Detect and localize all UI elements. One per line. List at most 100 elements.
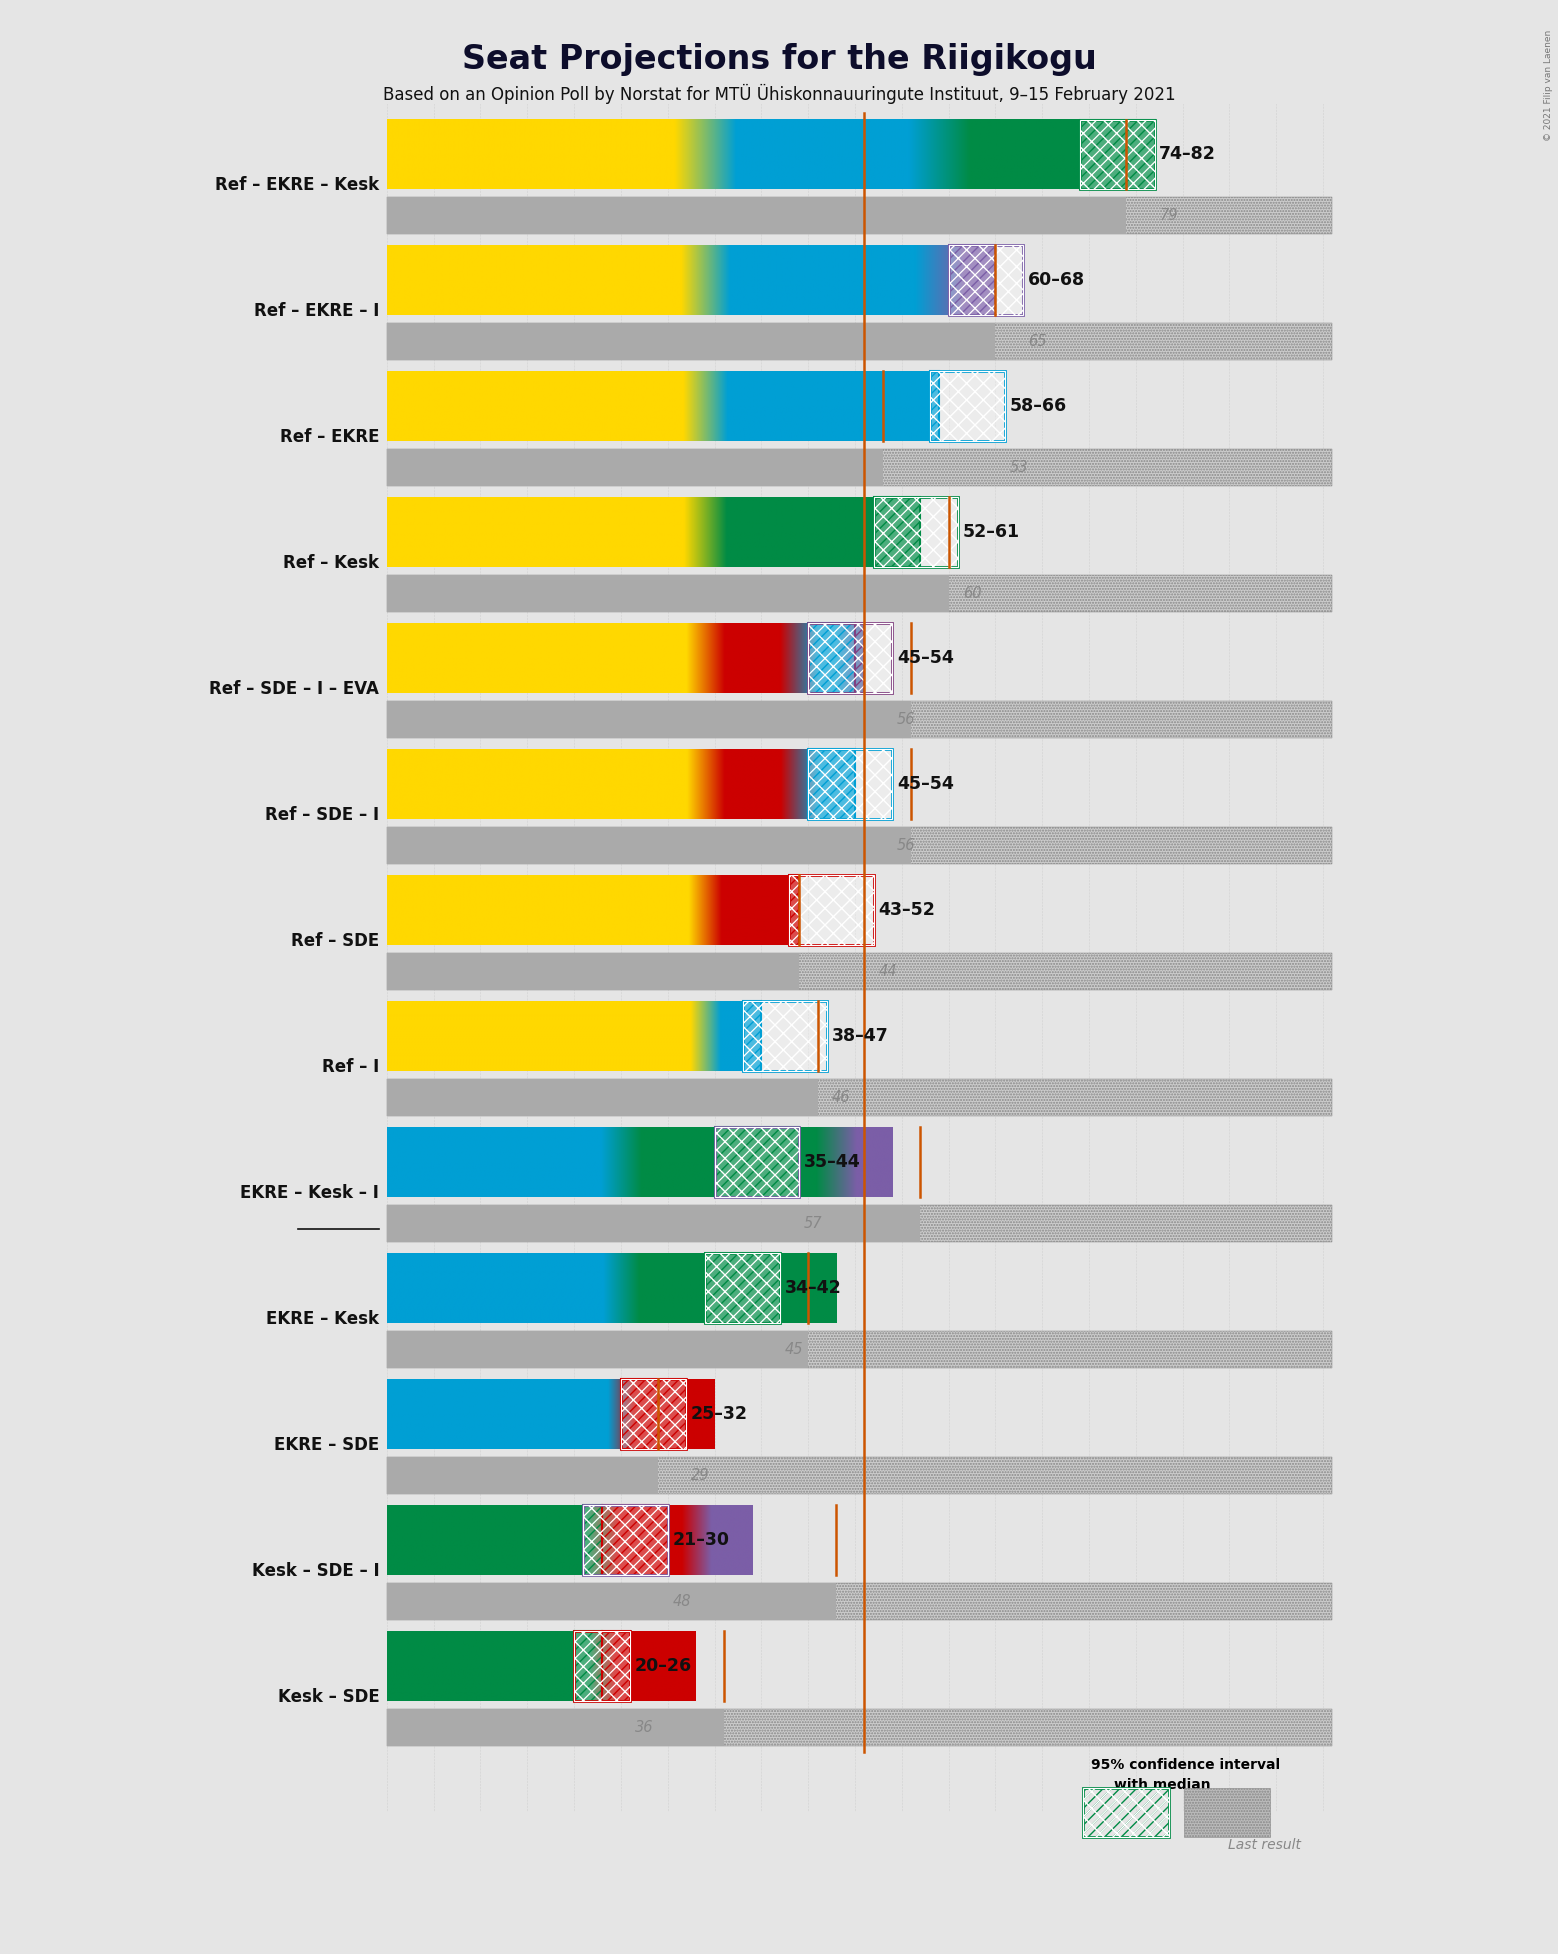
Bar <box>386 324 996 360</box>
Bar <box>809 750 893 819</box>
Bar <box>706 1253 781 1323</box>
Bar <box>603 1505 668 1575</box>
Bar <box>1080 119 1154 190</box>
Bar <box>386 701 1332 739</box>
Bar <box>386 1206 1332 1241</box>
Text: 53: 53 <box>1010 459 1028 475</box>
Bar <box>809 623 893 694</box>
Bar <box>386 1079 818 1116</box>
Bar <box>386 1331 809 1368</box>
Bar <box>386 827 911 864</box>
Bar <box>386 1458 1332 1493</box>
Text: 45–54: 45–54 <box>897 776 953 793</box>
Text: 52–61: 52–61 <box>963 524 1020 541</box>
Bar <box>790 875 874 946</box>
Text: 65: 65 <box>1028 334 1047 350</box>
Text: 48: 48 <box>673 1594 690 1608</box>
Bar <box>1080 119 1154 190</box>
Bar <box>809 750 893 819</box>
Text: Seat Projections for the Riigikogu: Seat Projections for the Riigikogu <box>461 43 1097 76</box>
Text: 43–52: 43–52 <box>879 901 935 918</box>
Bar <box>386 449 1332 487</box>
Text: Ref – SDE – I: Ref – SDE – I <box>265 805 379 825</box>
Text: 35–44: 35–44 <box>804 1153 860 1170</box>
Bar <box>386 1583 1332 1620</box>
Bar <box>583 1505 603 1575</box>
Bar <box>386 324 1332 360</box>
Bar <box>949 246 996 315</box>
Bar <box>743 1000 827 1071</box>
Bar <box>386 701 1332 739</box>
Bar <box>743 1000 762 1071</box>
Bar <box>790 875 874 946</box>
Text: 56: 56 <box>897 838 916 854</box>
Bar <box>874 498 958 567</box>
Bar <box>715 1127 799 1198</box>
Bar <box>386 1331 1332 1368</box>
Bar <box>622 1380 687 1450</box>
Bar <box>874 498 958 567</box>
Text: 95% confidence interval: 95% confidence interval <box>1091 1759 1279 1772</box>
Text: EKRE – Kesk: EKRE – Kesk <box>266 1309 379 1329</box>
Text: 20–26: 20–26 <box>636 1657 692 1675</box>
Bar <box>706 1253 781 1323</box>
Text: with median: with median <box>1114 1778 1211 1792</box>
Bar <box>622 1380 687 1450</box>
Bar <box>809 623 855 694</box>
Bar <box>386 1458 659 1493</box>
Text: 60–68: 60–68 <box>1028 272 1086 289</box>
Text: 58–66: 58–66 <box>1010 397 1067 416</box>
Text: Last result: Last result <box>1228 1839 1301 1852</box>
Bar <box>386 1331 1332 1368</box>
Bar <box>743 1000 827 1071</box>
Text: Ref – EKRE – I: Ref – EKRE – I <box>254 303 379 320</box>
Text: 44: 44 <box>879 963 897 979</box>
Text: Kesk – SDE: Kesk – SDE <box>277 1688 379 1706</box>
Bar <box>583 1505 668 1575</box>
Bar <box>809 750 855 819</box>
Bar <box>386 827 1332 864</box>
Bar <box>874 498 958 567</box>
Text: Ref – SDE – I – EVA: Ref – SDE – I – EVA <box>209 680 379 698</box>
Bar <box>386 449 1332 487</box>
Bar <box>930 371 1005 442</box>
Text: 34–42: 34–42 <box>785 1280 841 1297</box>
Bar <box>386 197 1126 234</box>
Text: EKRE – Kesk – I: EKRE – Kesk – I <box>240 1184 379 1202</box>
Bar <box>386 449 883 487</box>
Text: Ref – Kesk: Ref – Kesk <box>284 553 379 573</box>
Bar <box>874 498 921 567</box>
Bar <box>790 875 874 946</box>
Bar <box>622 1380 687 1450</box>
Text: 45–54: 45–54 <box>897 649 953 666</box>
Bar <box>949 246 1024 315</box>
Bar <box>1080 119 1154 190</box>
Text: 79: 79 <box>1159 209 1178 223</box>
Text: 60: 60 <box>963 586 982 602</box>
Text: Kesk – SDE – I: Kesk – SDE – I <box>252 1561 379 1579</box>
Bar <box>715 1127 799 1198</box>
Bar <box>386 701 911 739</box>
Bar <box>706 1253 781 1323</box>
Bar <box>386 1079 1332 1116</box>
Bar <box>603 1632 631 1700</box>
Bar <box>386 197 1332 234</box>
Text: 29: 29 <box>692 1467 709 1483</box>
Bar <box>386 1079 1332 1116</box>
Bar <box>809 623 893 694</box>
Bar <box>809 750 893 819</box>
Text: 56: 56 <box>897 711 916 727</box>
Bar <box>386 954 1332 991</box>
Bar <box>949 246 1024 315</box>
Text: Ref – EKRE: Ref – EKRE <box>280 428 379 446</box>
Bar <box>930 371 1005 442</box>
Bar <box>855 623 865 694</box>
Bar <box>706 1253 781 1323</box>
Bar <box>386 574 949 612</box>
Bar <box>386 574 1332 612</box>
Bar <box>386 1710 1332 1745</box>
Bar <box>386 1458 1332 1493</box>
Bar <box>583 1505 668 1575</box>
Bar <box>949 246 1024 315</box>
Bar <box>573 1632 603 1700</box>
